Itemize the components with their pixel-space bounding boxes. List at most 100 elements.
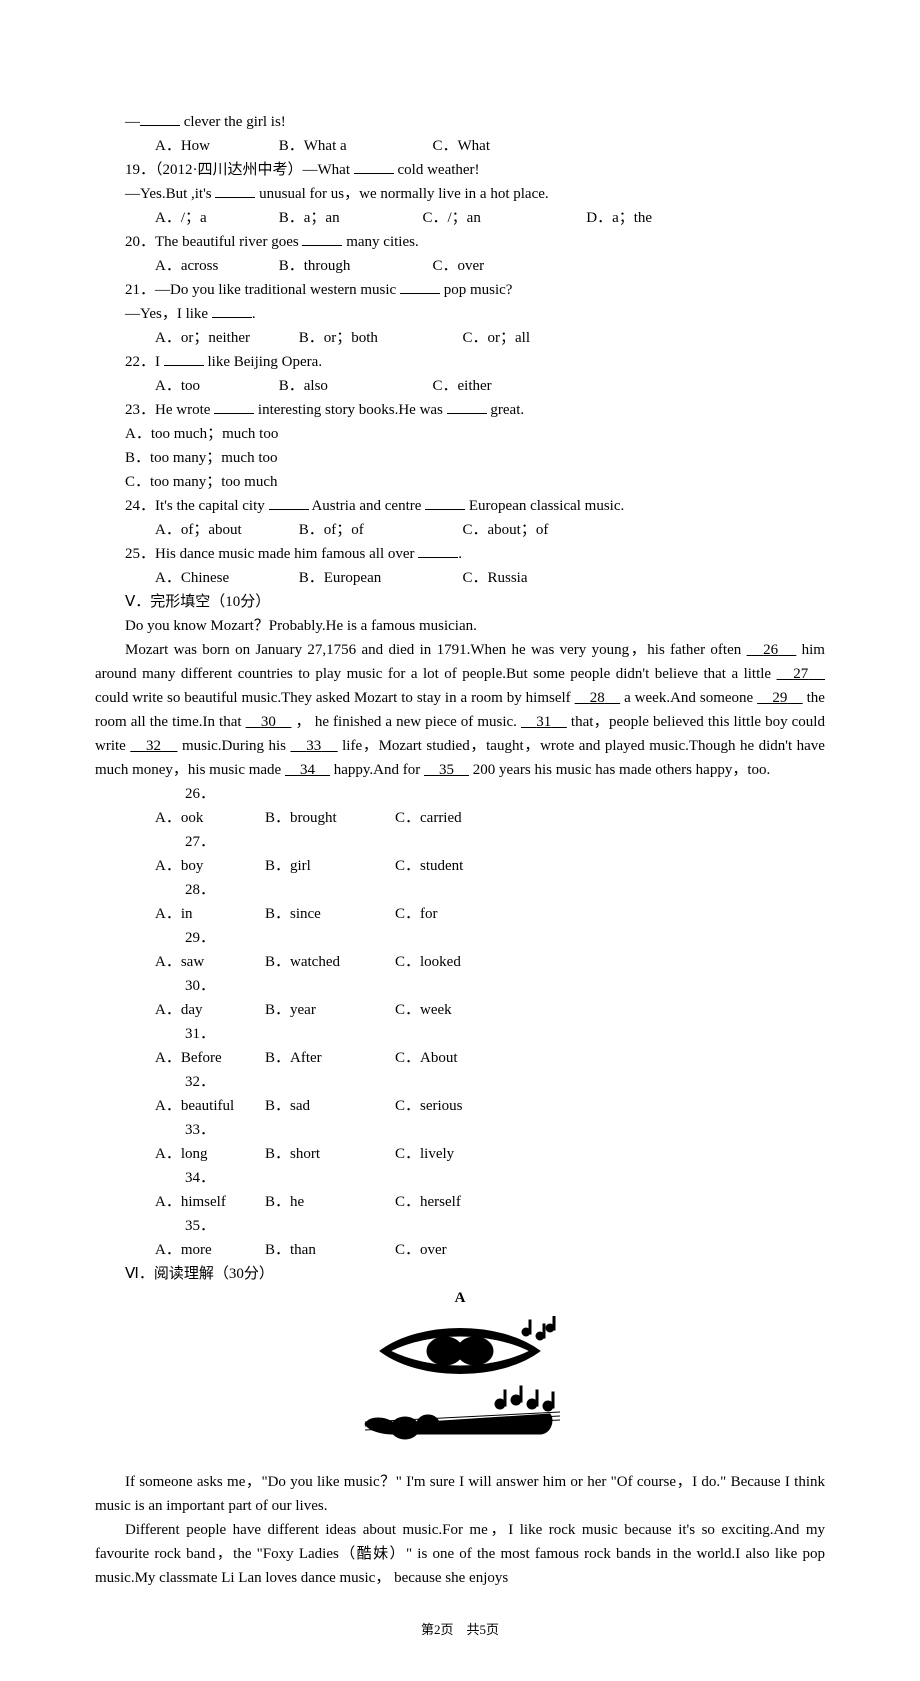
q19-line2: —Yes.But ,it's unusual for us，we normall… [95, 182, 825, 206]
num: 32 [146, 738, 161, 754]
text: Austria and centre [309, 498, 426, 514]
reading-a-p2: Different people have different ideas ab… [95, 1518, 825, 1590]
a: A．boy [125, 854, 203, 878]
num: 28． [155, 878, 215, 902]
option-a: A．Chinese [125, 566, 265, 590]
opt-26: 26．A．ookB．broughtC．carried [95, 782, 825, 830]
text: —What [303, 162, 354, 178]
num: 30 [261, 714, 276, 730]
option-c: C．over [403, 254, 523, 278]
opt-31: 31．A．BeforeB．AfterC．About [95, 1022, 825, 1070]
num: 33． [155, 1118, 215, 1142]
blank-31: 31 [521, 714, 567, 730]
q23-option-b: B．too many；much too [95, 446, 825, 470]
text: like Beijing Opera. [204, 354, 322, 370]
q25-stem: 25．His dance music made him famous all o… [95, 542, 825, 566]
text: —Yes.But ,it's [125, 186, 215, 202]
text: —Yes，I like [125, 306, 212, 322]
a: A．long [125, 1142, 208, 1166]
section-vi-title: Ⅵ．阅读理解（30分） [95, 1262, 825, 1286]
text: I [155, 354, 164, 370]
blank-28: 28 [575, 690, 621, 706]
a: A．saw [125, 950, 204, 974]
option-d: D．a；the [556, 206, 656, 230]
q19-stem: 19．（2012·四川达州中考）—What cold weather! [95, 158, 825, 182]
c: C．About [365, 1046, 485, 1070]
text: ， he finished a new piece of music. [291, 714, 521, 730]
option-b: B．or；both [269, 326, 429, 350]
b: B．since [235, 902, 365, 926]
q21-stem: 21．—Do you like traditional western musi… [95, 278, 825, 302]
option-a: A．too [125, 374, 245, 398]
option-c: C．Russia [433, 566, 573, 590]
b: B．short [235, 1142, 365, 1166]
option-a: A．of；about [125, 518, 265, 542]
q23-option-a: A．too much；much too [95, 422, 825, 446]
option-c: C．or；all [433, 326, 553, 350]
a: A．himself [125, 1190, 226, 1214]
section-v-title: Ⅴ．完形填空（10分） [95, 590, 825, 614]
b: B．than [235, 1238, 365, 1262]
text: clever the girl is! [180, 114, 286, 130]
q22-stem: 22．I like Beijing Opera. [95, 350, 825, 374]
b: B．girl [235, 854, 365, 878]
qnum: 24． [125, 498, 155, 514]
text: unusual for us，we normally live in a hot… [255, 186, 548, 202]
text: He wrote [155, 402, 214, 418]
blank [447, 401, 487, 415]
option-c: C．What [403, 134, 523, 158]
qnum: 22． [125, 354, 155, 370]
num: 29 [772, 690, 787, 706]
c: C．herself [365, 1190, 485, 1214]
qnum: 23． [125, 402, 155, 418]
c: C．lively [365, 1142, 485, 1166]
opt-30: 30．A．dayB．yearC．week [95, 974, 825, 1022]
qnum: 19． [125, 162, 155, 178]
blank [164, 353, 204, 367]
cloze-p2: Mozart was born on January 27,1756 and d… [95, 638, 825, 782]
text: The beautiful river goes [155, 234, 302, 250]
blank [140, 113, 180, 127]
a: A．Before [125, 1046, 222, 1070]
a: A．beautiful [125, 1094, 234, 1118]
option-b: B．European [269, 566, 429, 590]
num: 31 [536, 714, 551, 730]
text: pop music? [440, 282, 513, 298]
blank [214, 401, 254, 415]
opt-32: 32．A．beautifulB．sadC．serious [95, 1070, 825, 1118]
option-b: B．also [249, 374, 399, 398]
blank [354, 161, 394, 175]
option-b: B．a；an [249, 206, 389, 230]
b: B．After [235, 1046, 365, 1070]
qnum: 25． [125, 546, 155, 562]
opt-35: 35．A．moreB．thanC．over [95, 1214, 825, 1262]
a: A．day [125, 998, 203, 1022]
music-notes-icon [350, 1316, 570, 1456]
q21-line2: —Yes，I like . [95, 302, 825, 326]
num: 32． [155, 1070, 215, 1094]
qnum: 21． [125, 282, 155, 298]
option-c: C．/；an [393, 206, 553, 230]
q21-options: A．or；neither B．or；both C．or；all [95, 326, 825, 350]
q18-stem: — clever the girl is! [95, 110, 825, 134]
opt-27: 27．A．boyB．girlC．student [95, 830, 825, 878]
cloze-passage: Do you know Mozart？Probably.He is a famo… [95, 614, 825, 782]
blank-26: 26 [747, 642, 797, 658]
blank-30: 30 [246, 714, 292, 730]
text: —Do you like traditional western music [155, 282, 400, 298]
q24-stem: 24．It's the capital city Austria and cen… [95, 494, 825, 518]
num: 35． [155, 1214, 215, 1238]
a: A．ook [125, 806, 203, 830]
blank [302, 233, 342, 247]
blank [418, 545, 458, 559]
blank-33: 33 [290, 738, 337, 754]
source: （2012·四川达州中考） [155, 162, 303, 178]
option-a: A．or；neither [125, 326, 265, 350]
text: European classical music. [465, 498, 624, 514]
b: B．sad [235, 1094, 365, 1118]
text: happy.And for [330, 762, 424, 778]
option-c: C．about；of [433, 518, 573, 542]
num: 26． [155, 782, 215, 806]
option-a: A．across [125, 254, 245, 278]
c: C．looked [365, 950, 485, 974]
